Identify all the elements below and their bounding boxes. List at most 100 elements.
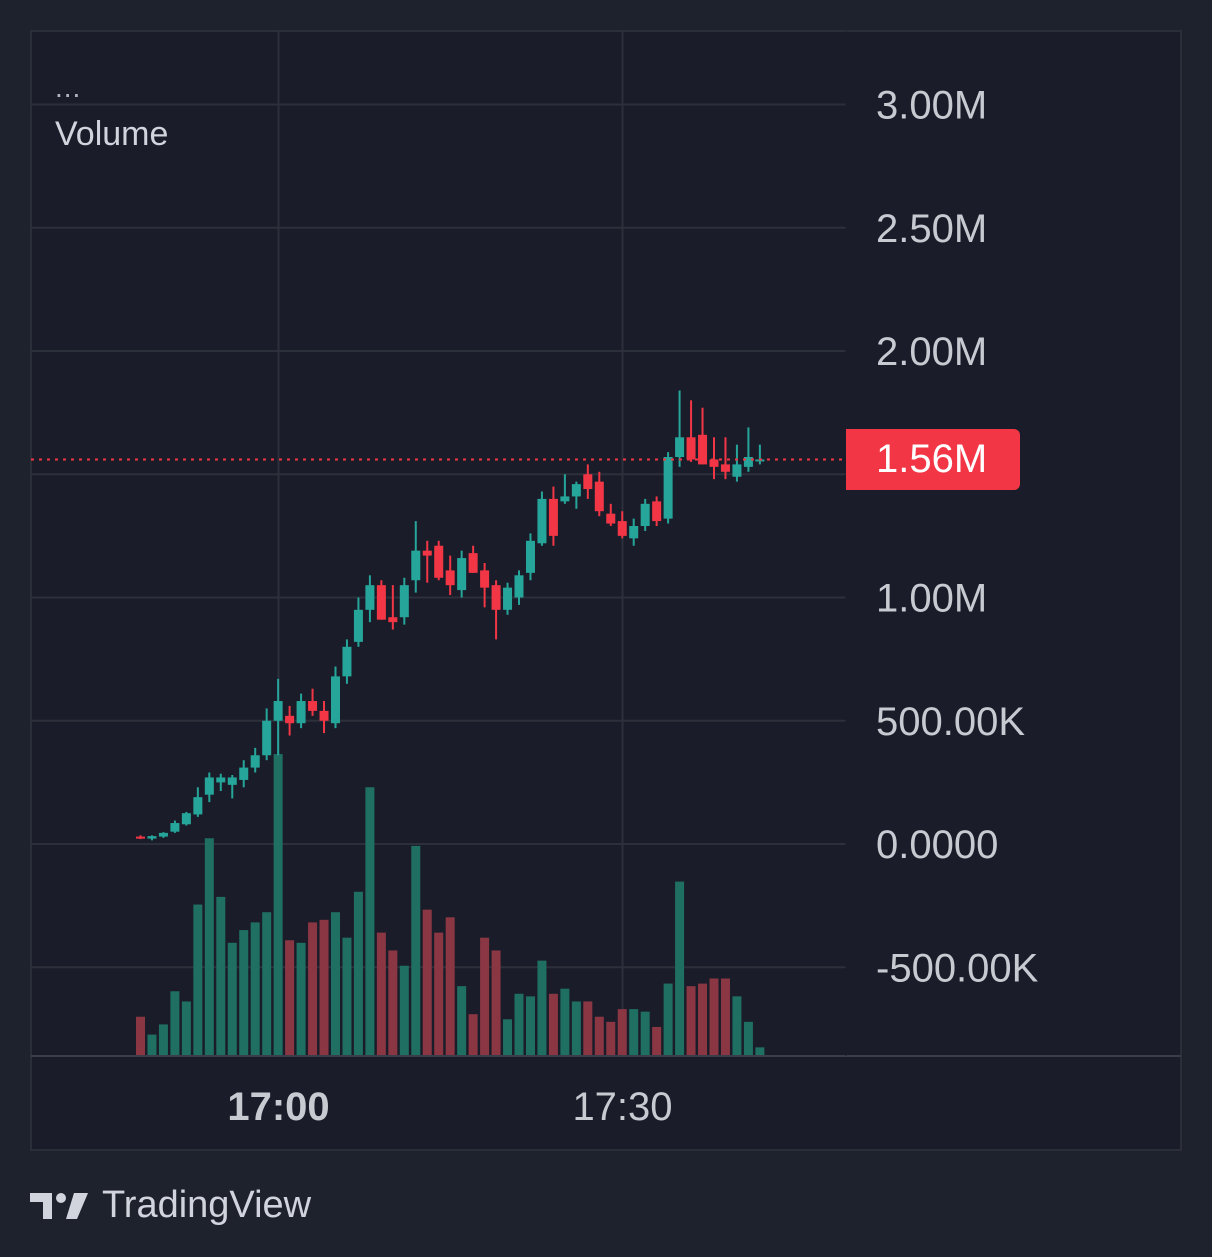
candle-body	[617, 521, 627, 536]
volume-bar	[170, 991, 180, 1055]
x-tick-label: 17:30	[572, 1085, 672, 1129]
volume-bar	[308, 922, 318, 1055]
candle-body	[136, 836, 145, 839]
volume-bar	[193, 904, 203, 1055]
volume-bar	[675, 881, 685, 1055]
tradingview-brand[interactable]: TradingView	[102, 1183, 312, 1226]
candle-body	[571, 484, 581, 497]
volume-bar	[388, 950, 398, 1055]
volume-bar	[422, 909, 432, 1055]
candle-body	[319, 710, 329, 721]
footer: TradingView	[30, 1180, 311, 1230]
volume-bar	[560, 988, 570, 1055]
legend-menu-dots[interactable]: ...	[55, 72, 82, 103]
candle-body	[709, 459, 719, 467]
volume-bar	[548, 993, 558, 1055]
volume-bar	[181, 1001, 191, 1055]
volume-bar	[262, 912, 272, 1055]
candle-body	[353, 609, 363, 642]
volume-bar	[514, 993, 524, 1055]
candle-body	[170, 823, 180, 832]
candle-body	[250, 755, 260, 768]
volume-bar	[227, 942, 237, 1055]
candle-body	[732, 464, 742, 477]
volume-bar	[445, 917, 455, 1055]
candle-body	[227, 777, 237, 785]
candle-body	[158, 832, 168, 837]
volume-bar	[239, 930, 249, 1055]
candle-body	[503, 587, 513, 610]
volume-bar	[732, 996, 742, 1055]
volume-bar	[652, 1026, 662, 1055]
candle-body	[422, 550, 432, 556]
candle-body	[285, 715, 295, 724]
y-tick-label: 0.0000	[876, 823, 998, 867]
candle-body	[296, 701, 306, 724]
volume-bar	[709, 978, 719, 1055]
candle-body	[181, 813, 191, 825]
volume-bar	[330, 912, 340, 1055]
volume-bar	[296, 942, 306, 1055]
volume-bar	[136, 1016, 145, 1055]
candle-body	[743, 456, 753, 467]
tradingview-logo-icon[interactable]	[30, 1189, 88, 1221]
candle-body	[399, 585, 409, 618]
candle-body	[308, 701, 318, 711]
candle-body	[273, 701, 283, 721]
volume-bar	[503, 1019, 513, 1055]
y-tick-label: 3.00M	[876, 84, 987, 128]
volume-bar	[342, 937, 352, 1055]
candle-body	[629, 526, 639, 539]
volume-bar	[629, 1009, 639, 1055]
x-tick-label: 17:00	[227, 1085, 329, 1129]
volume-bar	[525, 996, 535, 1055]
candle-body	[411, 550, 421, 581]
volume-bar	[365, 787, 375, 1055]
volume-bar	[353, 891, 363, 1055]
volume-bar	[434, 932, 444, 1055]
candle-body	[147, 836, 157, 839]
volume-bar	[640, 1011, 650, 1055]
candle-body	[445, 570, 455, 586]
candle-body	[468, 553, 478, 573]
volume-bar	[250, 922, 260, 1055]
volume-bar	[457, 986, 467, 1055]
volume-bar	[743, 1021, 753, 1055]
candle-body	[330, 676, 340, 724]
volume-bar	[617, 1009, 627, 1055]
candle-body	[434, 545, 444, 578]
y-tick-label: 2.00M	[876, 330, 987, 374]
candle-body	[675, 437, 685, 457]
y-tick-label: 2.50M	[876, 207, 987, 251]
y-tick-label: 500.00K	[876, 700, 1025, 744]
legend-indicator-label[interactable]: Volume	[55, 115, 169, 153]
volume-bar	[204, 838, 214, 1055]
candle-body	[193, 797, 203, 815]
volume-bar	[491, 950, 501, 1055]
volume-bar	[755, 1047, 765, 1055]
candle-body	[342, 646, 352, 677]
volume-bar	[480, 937, 490, 1055]
candle-body	[720, 464, 730, 472]
volume-bar	[273, 754, 283, 1055]
candle-body	[698, 434, 708, 465]
candle-body	[663, 456, 673, 519]
last-price-badge: 1.56M	[846, 429, 1020, 491]
candle-body	[480, 570, 490, 588]
candle-body	[204, 777, 214, 795]
candle-body	[583, 474, 593, 490]
volume-bar	[158, 1024, 168, 1055]
candle-body	[491, 585, 501, 610]
volume-bar	[537, 960, 547, 1055]
y-tick-label: 1.00M	[876, 577, 987, 621]
candle-body	[239, 767, 249, 780]
candle-body	[216, 777, 226, 783]
volume-bar	[606, 1021, 616, 1055]
candle-body	[457, 558, 467, 591]
volume-bar	[216, 896, 226, 1055]
candle-body	[376, 585, 386, 620]
y-tick-label: -500.00K	[876, 946, 1039, 990]
volume-bar	[594, 1016, 604, 1055]
volume-bar	[571, 1001, 581, 1055]
